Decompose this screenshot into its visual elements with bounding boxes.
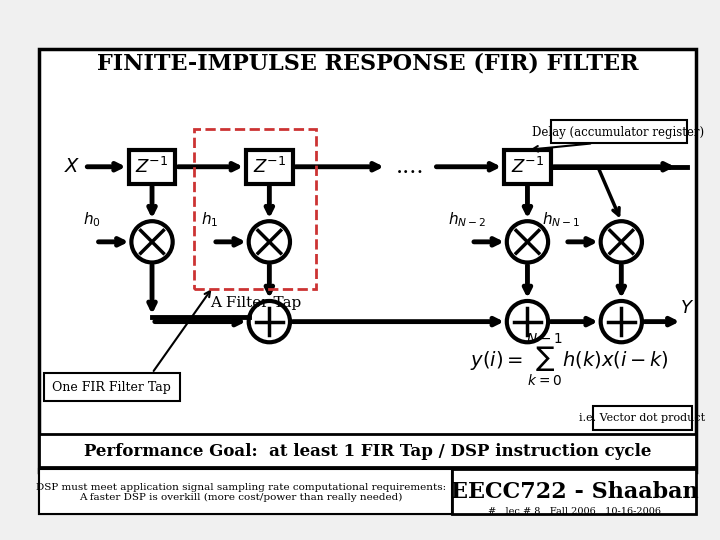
Circle shape xyxy=(600,301,642,342)
Text: $Z^{-1}$: $Z^{-1}$ xyxy=(253,157,286,177)
Text: $X$: $X$ xyxy=(64,158,81,176)
FancyBboxPatch shape xyxy=(129,150,176,184)
Circle shape xyxy=(248,301,290,342)
Text: $h_{N-1}$: $h_{N-1}$ xyxy=(542,210,580,229)
Circle shape xyxy=(507,301,548,342)
FancyBboxPatch shape xyxy=(40,469,696,514)
Circle shape xyxy=(248,221,290,262)
Text: A Filter Tap: A Filter Tap xyxy=(210,296,301,310)
Text: $Z^{-1}$: $Z^{-1}$ xyxy=(510,157,544,177)
Text: $h_{N-2}$: $h_{N-2}$ xyxy=(448,210,487,229)
Text: $Y$: $Y$ xyxy=(680,299,694,316)
FancyBboxPatch shape xyxy=(593,406,692,429)
Text: EECC722 - Shaaban: EECC722 - Shaaban xyxy=(451,482,698,503)
Text: $y(i) = \sum_{k=0}^{N-1} h(k)x(i-k)$: $y(i) = \sum_{k=0}^{N-1} h(k)x(i-k)$ xyxy=(470,330,669,388)
Text: FINITE-IMPULSE RESPONSE (FIR) FILTER: FINITE-IMPULSE RESPONSE (FIR) FILTER xyxy=(97,52,639,75)
Circle shape xyxy=(131,221,173,262)
Text: ....: .... xyxy=(396,156,424,178)
Text: #   lec # 8   Fall 2006   10-16-2006: # lec # 8 Fall 2006 10-16-2006 xyxy=(488,507,661,516)
Text: i.e. Vector dot product: i.e. Vector dot product xyxy=(579,413,705,423)
Text: $h_1$: $h_1$ xyxy=(201,210,218,229)
FancyBboxPatch shape xyxy=(504,150,551,184)
Bar xyxy=(194,129,316,289)
Text: Performance Goal:  at least 1 FIR Tap / DSP instruction cycle: Performance Goal: at least 1 FIR Tap / D… xyxy=(84,443,652,460)
FancyBboxPatch shape xyxy=(551,120,687,143)
Text: $Z^{-1}$: $Z^{-1}$ xyxy=(135,157,168,177)
Text: One FIR Filter Tap: One FIR Filter Tap xyxy=(53,381,171,394)
FancyBboxPatch shape xyxy=(452,469,696,514)
Text: $h_0$: $h_0$ xyxy=(83,210,101,229)
FancyBboxPatch shape xyxy=(246,150,293,184)
FancyBboxPatch shape xyxy=(40,469,452,514)
Circle shape xyxy=(600,221,642,262)
Text: DSP must meet application signal sampling rate computational requirements:
A fas: DSP must meet application signal samplin… xyxy=(36,483,446,502)
FancyBboxPatch shape xyxy=(40,50,696,472)
FancyBboxPatch shape xyxy=(44,373,180,401)
Text: Delay (accumulator register): Delay (accumulator register) xyxy=(532,125,705,139)
Circle shape xyxy=(507,221,548,262)
FancyBboxPatch shape xyxy=(40,434,696,467)
